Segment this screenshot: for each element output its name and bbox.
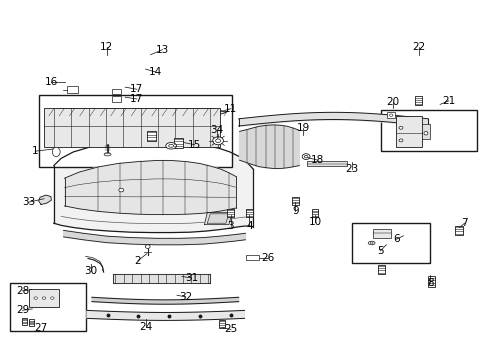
Text: 18: 18	[310, 155, 324, 165]
Bar	[39, 95, 232, 167]
Text: 1: 1	[32, 146, 39, 156]
Text: 31: 31	[184, 273, 198, 283]
Text: 19: 19	[296, 123, 309, 133]
Bar	[386, 112, 394, 118]
Bar	[67, 86, 78, 93]
Ellipse shape	[168, 144, 173, 147]
Bar	[245, 209, 252, 217]
Text: 34: 34	[210, 125, 224, 135]
Ellipse shape	[367, 241, 374, 245]
Text: 5: 5	[376, 246, 383, 256]
Bar	[427, 276, 434, 287]
Ellipse shape	[165, 143, 176, 149]
Text: 20: 20	[386, 96, 399, 107]
Polygon shape	[39, 195, 51, 204]
Text: 6: 6	[392, 234, 399, 244]
Text: 30: 30	[84, 266, 97, 276]
Ellipse shape	[52, 147, 60, 157]
Bar	[372, 229, 390, 238]
Text: 17: 17	[130, 84, 143, 94]
Ellipse shape	[145, 245, 150, 248]
Polygon shape	[46, 109, 226, 116]
Text: 11: 11	[224, 104, 237, 114]
Bar	[174, 138, 183, 148]
Bar	[227, 209, 234, 217]
Text: 14: 14	[148, 67, 162, 77]
Text: 23: 23	[345, 164, 358, 174]
Bar	[351, 223, 429, 263]
Text: 21: 21	[441, 96, 455, 106]
Bar	[454, 226, 462, 235]
Text: 26: 26	[261, 253, 274, 263]
Ellipse shape	[302, 154, 309, 159]
Polygon shape	[87, 310, 244, 320]
Polygon shape	[63, 230, 245, 245]
Bar	[311, 209, 318, 217]
Bar	[29, 289, 59, 307]
Ellipse shape	[51, 297, 54, 300]
Text: 32: 32	[179, 292, 192, 302]
Polygon shape	[92, 297, 238, 304]
Bar	[377, 265, 384, 274]
Polygon shape	[64, 161, 235, 215]
Bar	[112, 96, 121, 102]
Text: 29: 29	[16, 305, 29, 315]
Text: 33: 33	[21, 197, 35, 207]
Ellipse shape	[423, 131, 427, 135]
Bar	[44, 108, 220, 147]
Text: 12: 12	[100, 42, 113, 52]
Bar	[421, 124, 429, 139]
Ellipse shape	[398, 126, 402, 129]
Ellipse shape	[104, 153, 111, 156]
Bar	[306, 161, 346, 166]
Bar	[381, 110, 476, 151]
Polygon shape	[207, 214, 228, 223]
Text: 17: 17	[130, 94, 143, 104]
Ellipse shape	[119, 188, 123, 192]
Bar	[246, 255, 259, 260]
Text: 22: 22	[411, 42, 425, 52]
Bar	[292, 197, 298, 205]
Ellipse shape	[42, 297, 45, 300]
Bar	[147, 131, 156, 141]
Ellipse shape	[215, 139, 220, 143]
Text: 25: 25	[224, 324, 237, 334]
Text: 3: 3	[227, 221, 234, 231]
Text: 28: 28	[16, 286, 29, 296]
Text: 7: 7	[460, 218, 467, 228]
Bar	[29, 319, 34, 326]
Text: 27: 27	[34, 323, 48, 333]
Bar	[414, 96, 421, 105]
Text: 8: 8	[426, 278, 433, 288]
Ellipse shape	[212, 137, 223, 145]
Polygon shape	[239, 125, 299, 168]
Ellipse shape	[34, 297, 38, 300]
Text: 16: 16	[44, 77, 58, 87]
Text: 13: 13	[155, 45, 169, 55]
Text: 2: 2	[134, 256, 141, 266]
Bar	[10, 283, 85, 331]
Text: 4: 4	[245, 221, 252, 231]
Bar	[112, 89, 121, 94]
Text: 15: 15	[187, 140, 201, 150]
Polygon shape	[204, 212, 232, 225]
Text: 10: 10	[308, 217, 321, 228]
Ellipse shape	[389, 114, 392, 117]
Bar	[219, 320, 224, 328]
Ellipse shape	[369, 242, 372, 244]
Polygon shape	[54, 142, 253, 233]
Ellipse shape	[304, 156, 307, 158]
Text: 9: 9	[291, 206, 298, 216]
Ellipse shape	[398, 139, 402, 142]
Bar	[21, 318, 27, 325]
Text: 24: 24	[139, 321, 152, 332]
Bar	[395, 116, 421, 147]
